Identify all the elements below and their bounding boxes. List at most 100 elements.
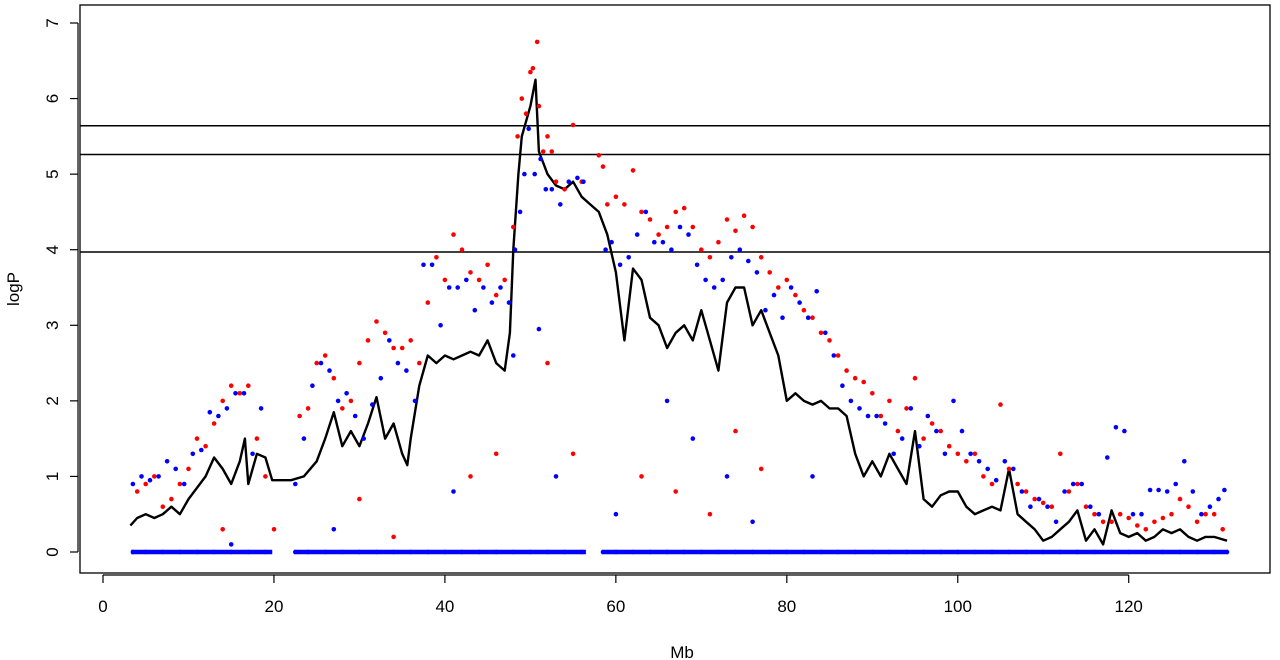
red-point <box>1220 527 1225 532</box>
red-point <box>476 277 482 283</box>
red-point <box>1066 489 1072 494</box>
red-point <box>776 285 781 290</box>
y-tick-label: 1 <box>43 472 62 481</box>
red-point <box>314 360 320 366</box>
red-point <box>835 353 841 358</box>
red-point <box>1160 515 1166 521</box>
red-point <box>724 217 730 222</box>
red-point <box>399 345 405 351</box>
red-point <box>468 270 473 275</box>
x-tick-label: 120 <box>1115 597 1143 616</box>
blue-point <box>1182 459 1187 464</box>
y-tick-label: 2 <box>43 396 62 405</box>
x-tick-label: 60 <box>606 597 625 616</box>
blue-point <box>464 277 469 283</box>
red-point <box>827 338 832 343</box>
blue-point <box>130 481 136 487</box>
blue-point <box>1053 519 1059 525</box>
red-point <box>716 239 721 245</box>
blue-point <box>899 436 905 441</box>
blue-point <box>750 519 755 525</box>
red-point <box>194 436 200 441</box>
red-point <box>540 149 546 154</box>
red-point <box>493 292 499 298</box>
blue-point <box>613 511 619 517</box>
red-point <box>733 228 738 234</box>
blue-point <box>729 254 734 260</box>
red-point <box>1092 511 1097 517</box>
blue-point <box>603 247 608 252</box>
blue-point <box>481 285 486 290</box>
blue-point <box>925 413 931 419</box>
blue-point <box>1070 481 1076 487</box>
red-point <box>220 527 225 532</box>
blue-point <box>823 330 828 336</box>
blue-point <box>1113 425 1119 430</box>
blue-point <box>228 542 234 547</box>
blue-point <box>805 315 811 321</box>
blue-point <box>553 474 559 479</box>
blue-point <box>737 247 743 252</box>
blue-point <box>1164 489 1170 494</box>
red-point <box>929 421 935 426</box>
red-point <box>305 406 311 411</box>
blue-point <box>310 383 315 389</box>
blue-point <box>543 187 549 192</box>
blue-point <box>874 413 879 419</box>
red-point <box>972 451 978 457</box>
red-point <box>1040 500 1046 506</box>
red-point <box>374 319 379 324</box>
blue-point <box>517 209 523 215</box>
red-point <box>1100 519 1106 525</box>
blue-point <box>917 443 922 449</box>
red-point <box>160 504 166 510</box>
blue-point <box>489 300 495 305</box>
blue-point <box>506 300 512 305</box>
blue-point <box>780 315 785 321</box>
red-point <box>647 217 653 222</box>
blue-point <box>1147 487 1153 493</box>
blue-point <box>942 451 948 457</box>
red-point <box>451 232 456 237</box>
blue-point <box>224 406 230 411</box>
blue-point <box>664 398 670 404</box>
blue-point <box>626 254 631 260</box>
plot-layer <box>80 39 1270 555</box>
y-tick-label: 0 <box>43 547 62 556</box>
red-point <box>1143 527 1149 532</box>
blue-point <box>1088 504 1093 510</box>
red-point <box>673 489 678 494</box>
blue-point <box>746 258 751 264</box>
plot-frame <box>79 4 1271 574</box>
blue-point <box>686 232 691 237</box>
red-point <box>887 398 892 404</box>
blue-point <box>1045 504 1050 510</box>
blue-point <box>455 285 461 290</box>
blue-point <box>609 239 614 245</box>
red-point <box>1083 504 1089 510</box>
red-point <box>1177 496 1183 502</box>
blue-point <box>421 262 426 268</box>
red-point <box>1049 504 1055 510</box>
red-point <box>1169 511 1174 517</box>
blue-point <box>331 527 337 532</box>
blue-point <box>1222 487 1227 493</box>
blue-point <box>233 391 238 396</box>
red-point <box>348 398 354 404</box>
red-point <box>1135 523 1140 528</box>
red-point <box>895 428 901 434</box>
blue-point <box>660 239 666 245</box>
blue-point <box>754 270 760 275</box>
y-axis-label: logP <box>4 272 23 306</box>
y-tick-label: 6 <box>43 94 62 103</box>
red-point <box>553 179 559 184</box>
blue-point <box>831 353 837 358</box>
red-point <box>365 338 371 343</box>
blue-point <box>857 406 862 411</box>
red-point <box>391 345 396 351</box>
blue-point <box>451 489 456 494</box>
blue-point <box>694 262 700 268</box>
red-point <box>767 270 772 275</box>
blue-point <box>643 209 649 215</box>
